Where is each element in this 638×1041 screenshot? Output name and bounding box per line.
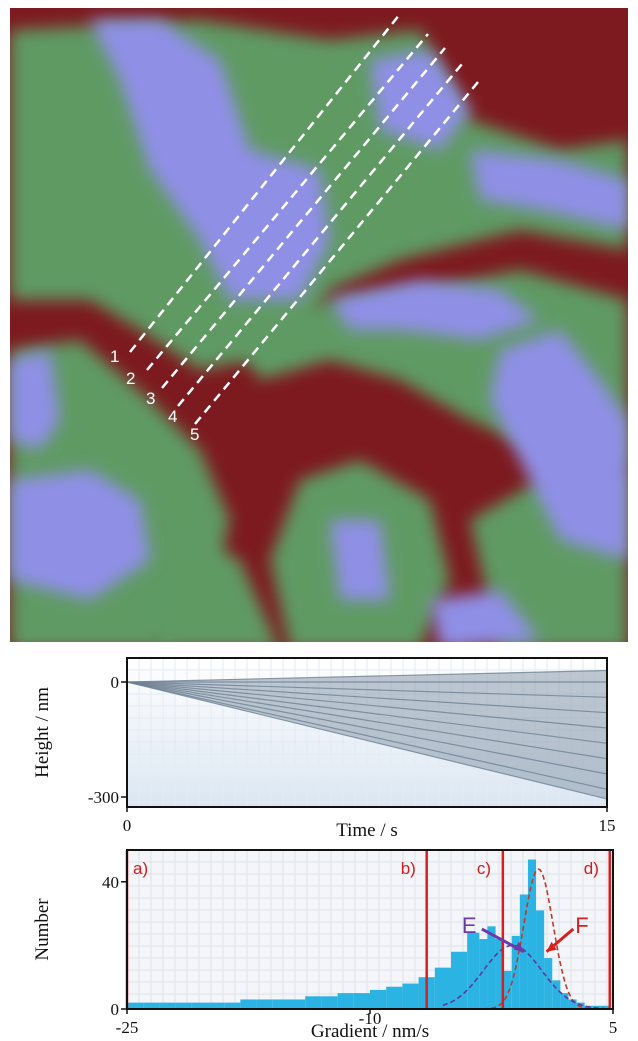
- y-tick-label: 40: [102, 873, 119, 892]
- histogram-bar: [224, 1002, 241, 1009]
- histogram-bar: [527, 859, 537, 1009]
- height-trace: [126, 681, 608, 729]
- x-axis-title: Time / s: [336, 820, 398, 841]
- region-label: c): [477, 859, 491, 878]
- y-axis-title: Height / nm: [32, 687, 53, 778]
- trace-fan: [127, 670, 607, 799]
- histogram-bar: [511, 935, 520, 1009]
- region-label: d): [584, 859, 599, 878]
- profile-label: 3: [146, 389, 155, 408]
- histogram-bar: [536, 910, 545, 1009]
- histogram-bar: [402, 983, 419, 1009]
- blue-region: [330, 280, 540, 340]
- height-trace: [126, 681, 608, 790]
- histogram-bar: [434, 967, 451, 1009]
- height-trace: [126, 669, 608, 683]
- height-trace: [126, 681, 608, 698]
- y-tick-label: -300: [88, 788, 119, 807]
- height-trace: [126, 681, 608, 800]
- histogram-bar: [370, 989, 387, 1009]
- height-trace: [126, 681, 608, 775]
- arrowhead-f: [546, 941, 557, 952]
- blue-region: [370, 50, 470, 150]
- blue-region: [90, 20, 330, 300]
- height-trace: [126, 681, 608, 714]
- histogram-bar: [560, 993, 569, 1009]
- annotation-f: F: [575, 913, 588, 938]
- arrowhead-e: [513, 941, 524, 952]
- x-tick-label: 0: [123, 816, 132, 835]
- histogram-bar: [337, 993, 354, 1009]
- histogram-bar: [386, 986, 403, 1009]
- fit-curve-e: [442, 944, 605, 1010]
- histogram-bar: [568, 999, 577, 1009]
- y-tick-label: 0: [111, 1000, 120, 1019]
- histogram-bar: [191, 1002, 208, 1009]
- histogram-bar: [289, 999, 306, 1009]
- histogram-bar: [353, 993, 370, 1009]
- plot-frame: [126, 657, 608, 808]
- profile-label: 2: [126, 369, 135, 388]
- profile-line: [161, 47, 446, 389]
- histogram-bar: [208, 1002, 225, 1009]
- x-tick-label: 15: [599, 816, 616, 835]
- blue-region: [330, 520, 390, 600]
- profile-label: 4: [168, 407, 177, 426]
- x-tick-label: -10: [359, 1009, 382, 1028]
- histogram-bar: [256, 999, 273, 1009]
- histogram-bar: [600, 1005, 609, 1009]
- profile-label: 5: [190, 425, 199, 444]
- histogram-bar: [451, 951, 468, 1009]
- map-regions: [10, 8, 628, 642]
- y-axis-title: Number: [32, 898, 53, 961]
- blue-region: [430, 590, 540, 642]
- profile-line: [146, 33, 429, 371]
- annotation-e: E: [462, 913, 477, 938]
- blue-region: [10, 350, 60, 450]
- histogram-bar: [503, 970, 512, 1009]
- height-trace: [126, 681, 608, 744]
- height-trace: [126, 681, 608, 760]
- histogram-bar: [143, 1002, 160, 1009]
- blue-region: [490, 330, 628, 560]
- histogram-bar: [495, 939, 504, 1009]
- profile-label: 1: [110, 347, 119, 366]
- histogram-bar: [240, 999, 257, 1009]
- y-tick-label: 0: [111, 673, 120, 692]
- histogram-bar: [552, 980, 561, 1009]
- histogram-bar: [479, 939, 488, 1009]
- histogram-bar: [467, 932, 480, 1009]
- histogram-bar: [159, 1002, 176, 1009]
- region-label: a): [133, 859, 148, 878]
- x-tick-label: -25: [116, 1018, 139, 1037]
- histogram-bar: [576, 1002, 585, 1009]
- profile-line: [129, 13, 401, 353]
- histogram-bar: [544, 958, 553, 1009]
- green-region: [150, 520, 277, 642]
- blue-region: [470, 150, 628, 230]
- gradient-histogram: a) b) c) d) E F 0 40 -25 -10 5 Gradient / nm/s Numbe…: [32, 849, 618, 1041]
- histogram-bar: [175, 1002, 192, 1009]
- blue-region: [10, 470, 150, 600]
- histogram-bar: [487, 926, 496, 1009]
- histogram-bar: [127, 1002, 144, 1009]
- histogram-bar: [321, 996, 338, 1009]
- histogram-bar: [272, 999, 289, 1009]
- x-axis-title: Gradient / nm/s: [311, 1021, 429, 1041]
- histogram-bar: [305, 996, 322, 1009]
- region-label: b): [401, 859, 416, 878]
- x-tick-label: 5: [609, 1018, 618, 1037]
